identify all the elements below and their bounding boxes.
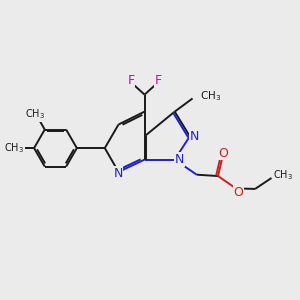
Text: CH$_3$: CH$_3$ xyxy=(4,141,24,155)
Text: CH$_3$: CH$_3$ xyxy=(25,108,45,122)
Text: N: N xyxy=(175,153,184,166)
Text: N: N xyxy=(113,167,123,180)
Text: F: F xyxy=(127,74,134,87)
Text: N: N xyxy=(190,130,200,143)
Text: CH$_3$: CH$_3$ xyxy=(200,89,221,103)
Text: F: F xyxy=(155,74,162,87)
Text: CH$_3$: CH$_3$ xyxy=(273,168,293,182)
Text: O: O xyxy=(219,147,229,160)
Text: O: O xyxy=(233,186,243,199)
